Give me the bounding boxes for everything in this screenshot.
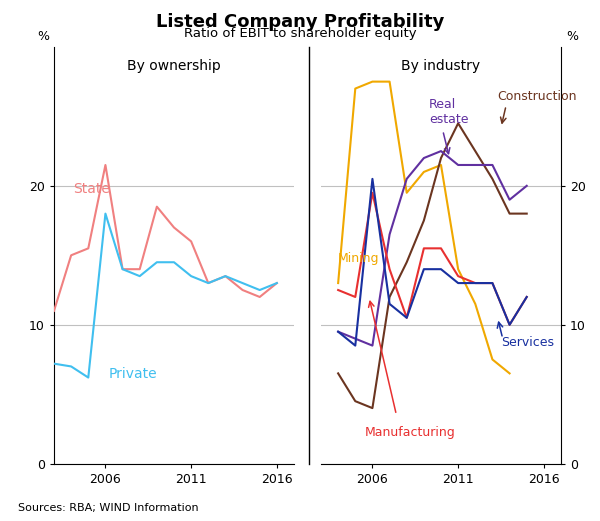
Text: %: % [566, 30, 578, 43]
Text: Listed Company Profitability: Listed Company Profitability [156, 13, 444, 31]
Text: Private: Private [109, 367, 157, 380]
Text: Construction: Construction [497, 90, 577, 103]
Text: By ownership: By ownership [127, 59, 221, 73]
Text: Services: Services [501, 336, 554, 349]
Text: Mining: Mining [338, 252, 380, 265]
Text: By industry: By industry [401, 59, 481, 73]
Text: State: State [73, 182, 110, 196]
Text: Sources: RBA; WIND Information: Sources: RBA; WIND Information [18, 503, 199, 513]
Text: %: % [37, 30, 49, 43]
Text: Ratio of EBIT to shareholder equity: Ratio of EBIT to shareholder equity [184, 27, 416, 40]
Text: Real
estate: Real estate [429, 98, 469, 126]
Text: Manufacturing: Manufacturing [365, 426, 455, 439]
